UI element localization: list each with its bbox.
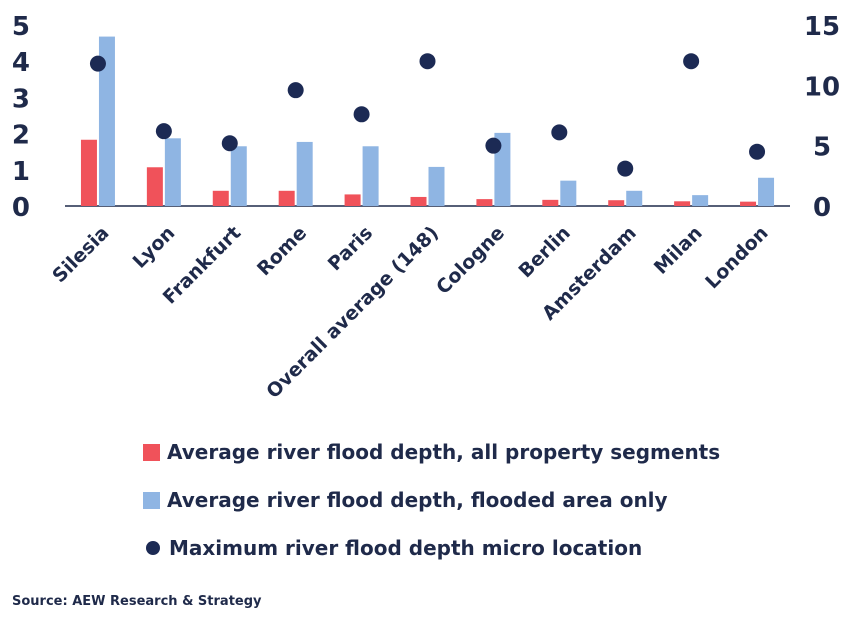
legend-label-all-segments: Average river flood depth, all property … — [167, 440, 721, 464]
legend-label-flooded-only: Average river flood depth, flooded area … — [167, 488, 668, 512]
x-category-label: Berlin — [515, 222, 575, 282]
y-left-tick-label: 5 — [12, 12, 30, 42]
bar-all-segments — [740, 201, 757, 206]
bar-all-segments — [674, 201, 691, 206]
max-depth-marker — [419, 53, 436, 70]
y-right-tick-label: 10 — [804, 72, 840, 102]
bar-flooded-only — [560, 180, 577, 206]
bar-flooded-only — [428, 166, 445, 206]
legend: Average river flood depth, all property … — [143, 428, 720, 572]
bar-all-segments — [476, 199, 493, 206]
x-category-label: London — [701, 222, 772, 293]
bar-flooded-only — [758, 177, 775, 206]
bar-all-segments — [542, 199, 559, 206]
bar-all-segments — [212, 190, 229, 206]
legend-item-max-depth: Maximum river flood depth micro location — [143, 524, 720, 572]
legend-swatch-blue — [143, 491, 160, 509]
source-note: Source: AEW Research & Strategy — [12, 594, 262, 609]
y-left-tick-label: 1 — [12, 157, 30, 187]
bar-flooded-only — [362, 146, 379, 206]
legend-item-flooded-only: Average river flood depth, flooded area … — [143, 476, 720, 524]
y-right-tick-label: 5 — [813, 133, 831, 163]
bar-flooded-only — [692, 195, 709, 206]
x-category-label: Cologne — [432, 222, 509, 299]
bar-flooded-only — [230, 146, 247, 206]
y-right-tick-label: 0 — [813, 193, 831, 223]
bar-all-segments — [410, 196, 427, 206]
bar-all-segments — [608, 200, 625, 206]
y-left-tick-label: 4 — [12, 48, 30, 78]
y-left-tick-label: 2 — [12, 121, 30, 151]
max-depth-marker — [749, 143, 766, 160]
y-right-tick-label: 15 — [804, 12, 840, 42]
max-depth-marker — [617, 160, 634, 177]
max-depth-marker — [683, 53, 700, 70]
legend-marker-dot — [146, 541, 160, 555]
bar-all-segments — [344, 194, 361, 206]
bar-flooded-only — [98, 36, 115, 206]
bar-all-segments — [80, 139, 97, 206]
max-depth-marker — [221, 135, 238, 152]
max-depth-marker — [485, 137, 502, 154]
x-category-label: Rome — [253, 222, 311, 280]
max-depth-marker — [89, 55, 106, 72]
legend-item-all-segments: Average river flood depth, all property … — [143, 428, 720, 476]
y-left-tick-label: 3 — [12, 84, 30, 114]
max-depth-marker — [155, 123, 172, 140]
max-depth-marker — [287, 82, 304, 99]
bar-flooded-only — [626, 190, 643, 206]
x-category-label: Milan — [650, 222, 707, 279]
bar-flooded-only — [164, 138, 181, 206]
max-depth-marker — [353, 106, 370, 123]
max-depth-marker — [551, 124, 568, 141]
x-category-label: Silesia — [48, 222, 113, 287]
legend-swatch-red — [143, 443, 160, 461]
bar-all-segments — [278, 190, 295, 206]
x-category-label: Lyon — [129, 222, 180, 273]
y-left-tick-label: 0 — [12, 193, 30, 223]
x-category-label: Paris — [324, 222, 377, 275]
bar-flooded-only — [296, 141, 313, 206]
bar-all-segments — [146, 167, 163, 206]
legend-label-max-depth: Maximum river flood depth micro location — [169, 536, 643, 560]
